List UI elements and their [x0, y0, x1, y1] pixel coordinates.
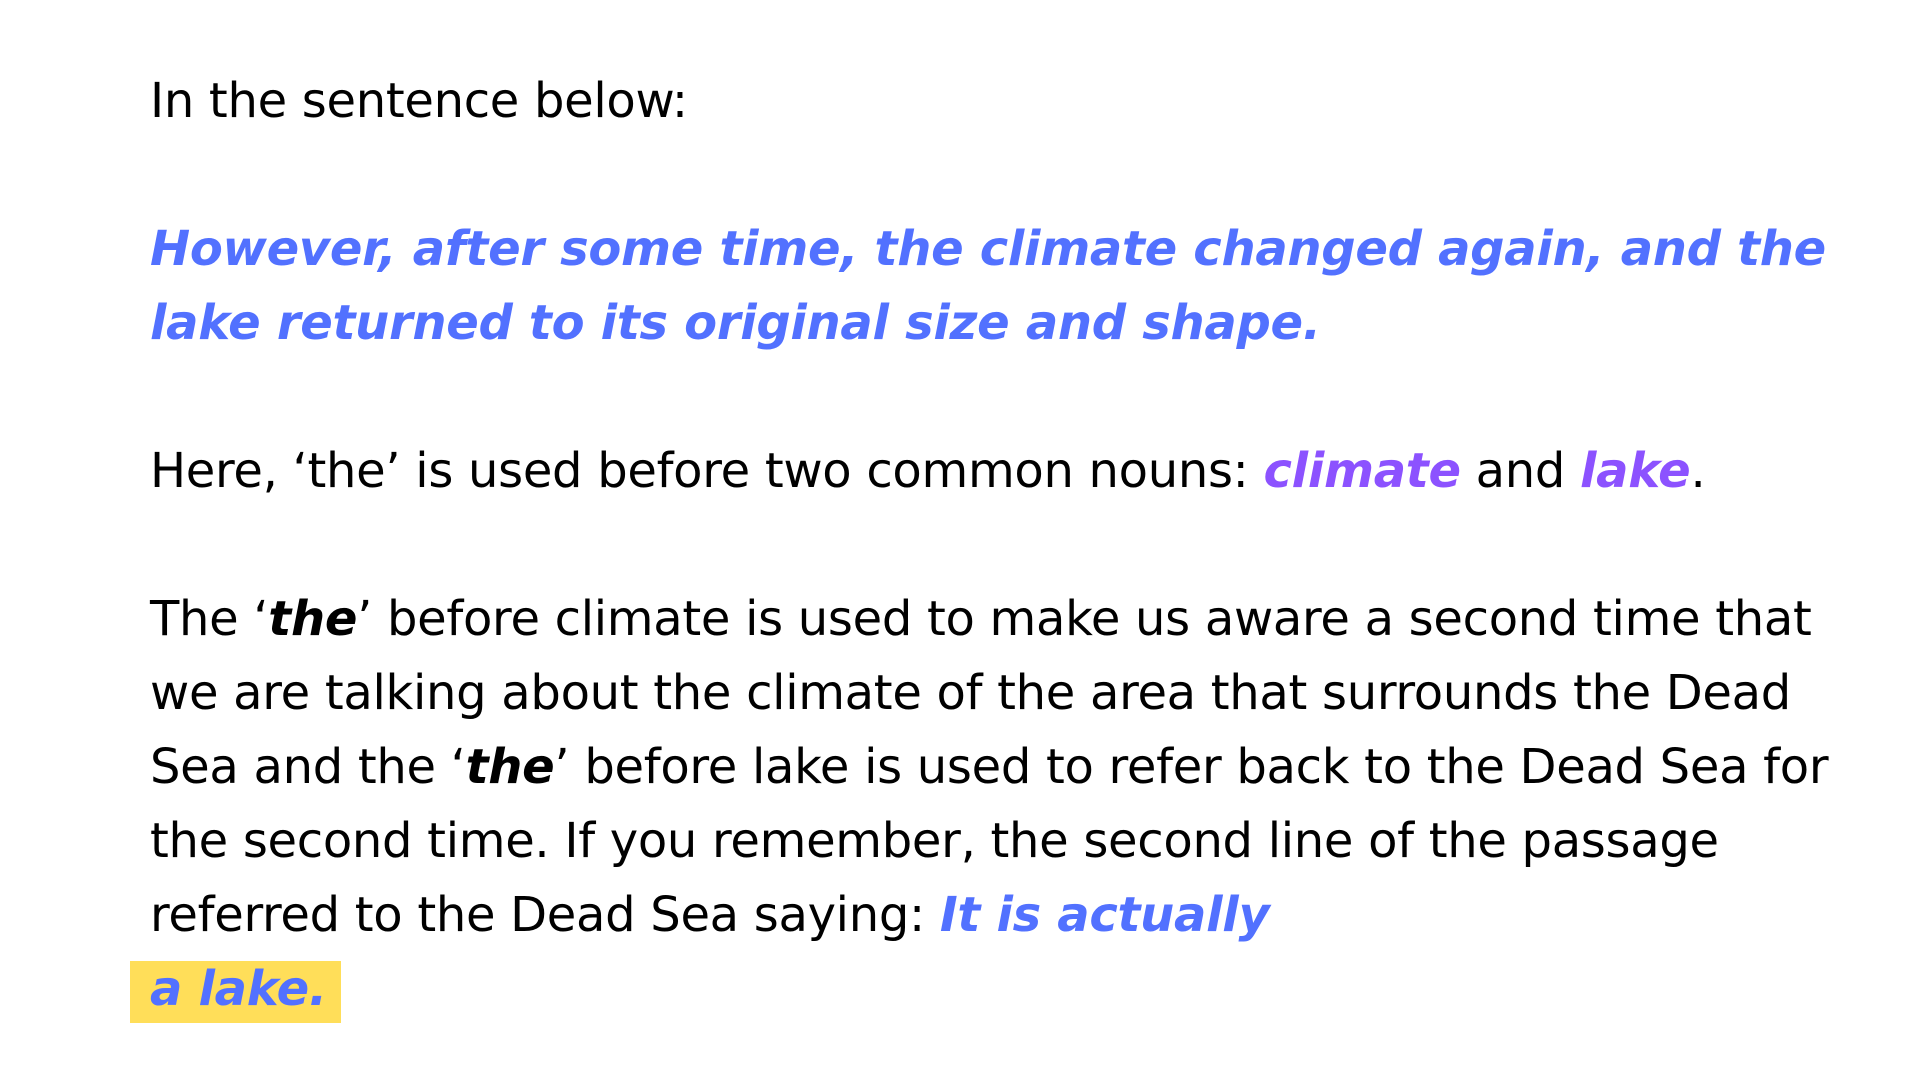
- nouns-line-and: and: [1460, 443, 1581, 499]
- nouns-line-prefix: Here, ‘the’ is used before two common no…: [150, 443, 1264, 499]
- emphasis-the-2: the: [465, 739, 555, 795]
- noun-climate: climate: [1263, 443, 1461, 499]
- nouns-line-end: .: [1690, 443, 1706, 499]
- explanation-part2: ’ before climate is used to make us awar…: [150, 591, 1812, 795]
- nouns-line: Here, ‘the’ is used before two common no…: [150, 434, 1830, 508]
- quote-part-b-highlighted: a lake.: [130, 961, 341, 1023]
- explanation-part3: ’ before lake is used to refer back to t…: [150, 739, 1829, 943]
- intro-text: In the sentence below:: [150, 73, 688, 129]
- quote-part-a: It is actually: [939, 887, 1270, 943]
- explanation-paragraph: The ‘the’ before climate is used to make…: [130, 582, 1830, 1026]
- example-sentence: However, after some time, the climate ch…: [150, 221, 1826, 351]
- noun-lake: lake: [1580, 443, 1691, 499]
- document-body: In the sentence below: However, after so…: [130, 64, 1830, 1026]
- emphasis-the-1: the: [268, 591, 358, 647]
- explanation-part1: The ‘: [150, 591, 269, 647]
